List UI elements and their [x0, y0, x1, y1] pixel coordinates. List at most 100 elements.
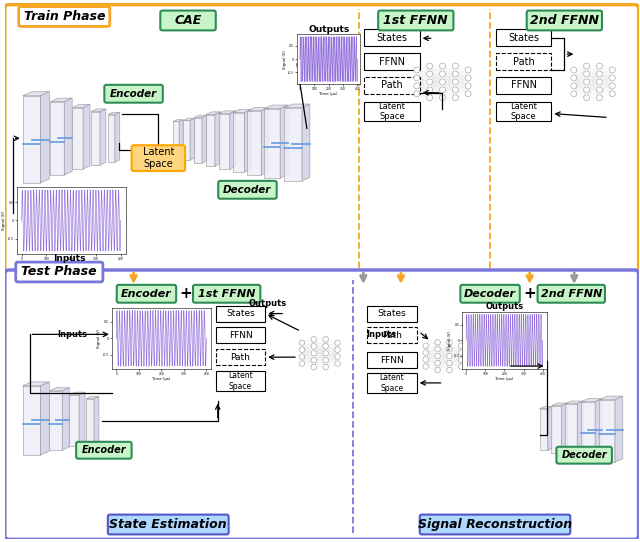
Polygon shape	[108, 112, 120, 114]
Polygon shape	[91, 109, 106, 112]
Circle shape	[571, 67, 577, 73]
Text: Decoder: Decoder	[561, 450, 607, 460]
Circle shape	[311, 344, 317, 349]
Text: Encoder: Encoder	[121, 289, 172, 299]
Polygon shape	[51, 98, 72, 102]
Bar	[364, 102, 420, 121]
Polygon shape	[69, 392, 85, 395]
Polygon shape	[72, 105, 90, 108]
Polygon shape	[79, 392, 85, 446]
Circle shape	[335, 354, 340, 359]
Bar	[496, 102, 552, 121]
Circle shape	[440, 95, 445, 101]
Circle shape	[452, 63, 458, 69]
Polygon shape	[49, 388, 69, 391]
Circle shape	[596, 71, 602, 77]
Circle shape	[465, 91, 471, 96]
Circle shape	[435, 339, 440, 345]
Circle shape	[596, 63, 602, 69]
Bar	[367, 352, 417, 368]
FancyBboxPatch shape	[5, 270, 639, 539]
Circle shape	[609, 67, 615, 73]
Polygon shape	[565, 404, 577, 456]
Polygon shape	[194, 115, 207, 118]
Circle shape	[423, 357, 428, 363]
Bar	[496, 29, 552, 46]
Text: Inputs: Inputs	[53, 254, 86, 263]
FancyBboxPatch shape	[5, 5, 639, 274]
Circle shape	[335, 347, 340, 352]
FancyBboxPatch shape	[420, 514, 570, 534]
Polygon shape	[552, 403, 567, 405]
Circle shape	[435, 360, 440, 366]
FancyBboxPatch shape	[378, 10, 453, 30]
Polygon shape	[190, 118, 195, 160]
Circle shape	[584, 79, 589, 85]
Polygon shape	[40, 382, 49, 455]
Circle shape	[335, 361, 340, 366]
Circle shape	[299, 347, 305, 352]
Circle shape	[323, 357, 328, 363]
Polygon shape	[284, 108, 302, 181]
Text: Path: Path	[381, 80, 403, 91]
Circle shape	[323, 344, 328, 349]
Polygon shape	[194, 118, 202, 163]
Circle shape	[452, 95, 458, 101]
Polygon shape	[22, 96, 40, 183]
FancyBboxPatch shape	[108, 514, 228, 534]
Circle shape	[609, 75, 615, 81]
Text: 1st FFNN: 1st FFNN	[198, 289, 255, 299]
Polygon shape	[91, 112, 100, 165]
Text: Latent
Space: Latent Space	[510, 102, 537, 121]
Text: Encoder: Encoder	[82, 445, 126, 455]
Text: FFNN: FFNN	[511, 80, 537, 91]
Circle shape	[465, 67, 471, 73]
Polygon shape	[581, 398, 602, 402]
Circle shape	[465, 75, 471, 81]
FancyBboxPatch shape	[19, 7, 110, 27]
Circle shape	[465, 83, 471, 89]
Text: +: +	[180, 286, 193, 301]
Polygon shape	[595, 398, 602, 459]
Text: Path: Path	[382, 331, 402, 340]
Circle shape	[452, 79, 458, 85]
Bar	[496, 77, 552, 94]
Bar	[364, 29, 420, 46]
Circle shape	[427, 87, 433, 93]
Polygon shape	[264, 108, 280, 178]
Text: 2nd FFNN: 2nd FFNN	[541, 289, 602, 299]
Circle shape	[447, 367, 452, 373]
Circle shape	[299, 340, 305, 346]
Circle shape	[423, 364, 428, 369]
Circle shape	[459, 350, 464, 356]
Circle shape	[447, 346, 452, 352]
Bar	[216, 327, 266, 343]
Text: 1st FFNN: 1st FFNN	[383, 14, 448, 27]
Text: Outputs: Outputs	[308, 25, 349, 34]
Circle shape	[414, 67, 420, 73]
Text: State Estimation: State Estimation	[109, 518, 227, 531]
FancyBboxPatch shape	[460, 285, 520, 302]
FancyBboxPatch shape	[556, 447, 612, 463]
Circle shape	[584, 87, 589, 93]
Polygon shape	[264, 105, 288, 108]
Text: Path: Path	[230, 353, 250, 362]
Circle shape	[427, 71, 433, 77]
Bar	[496, 53, 552, 70]
Circle shape	[311, 364, 317, 370]
Polygon shape	[232, 113, 244, 172]
Text: FFNN: FFNN	[379, 56, 405, 67]
Polygon shape	[215, 112, 221, 166]
FancyBboxPatch shape	[160, 10, 216, 30]
Text: FFNN: FFNN	[228, 331, 252, 340]
FancyBboxPatch shape	[76, 442, 132, 459]
Text: Encoder: Encoder	[110, 89, 157, 99]
Text: 2nd FFNN: 2nd FFNN	[530, 14, 599, 27]
Circle shape	[311, 357, 317, 363]
Circle shape	[299, 354, 305, 359]
FancyBboxPatch shape	[193, 285, 260, 302]
Circle shape	[584, 71, 589, 77]
Bar	[216, 349, 266, 365]
Polygon shape	[108, 114, 115, 162]
Polygon shape	[22, 386, 40, 455]
